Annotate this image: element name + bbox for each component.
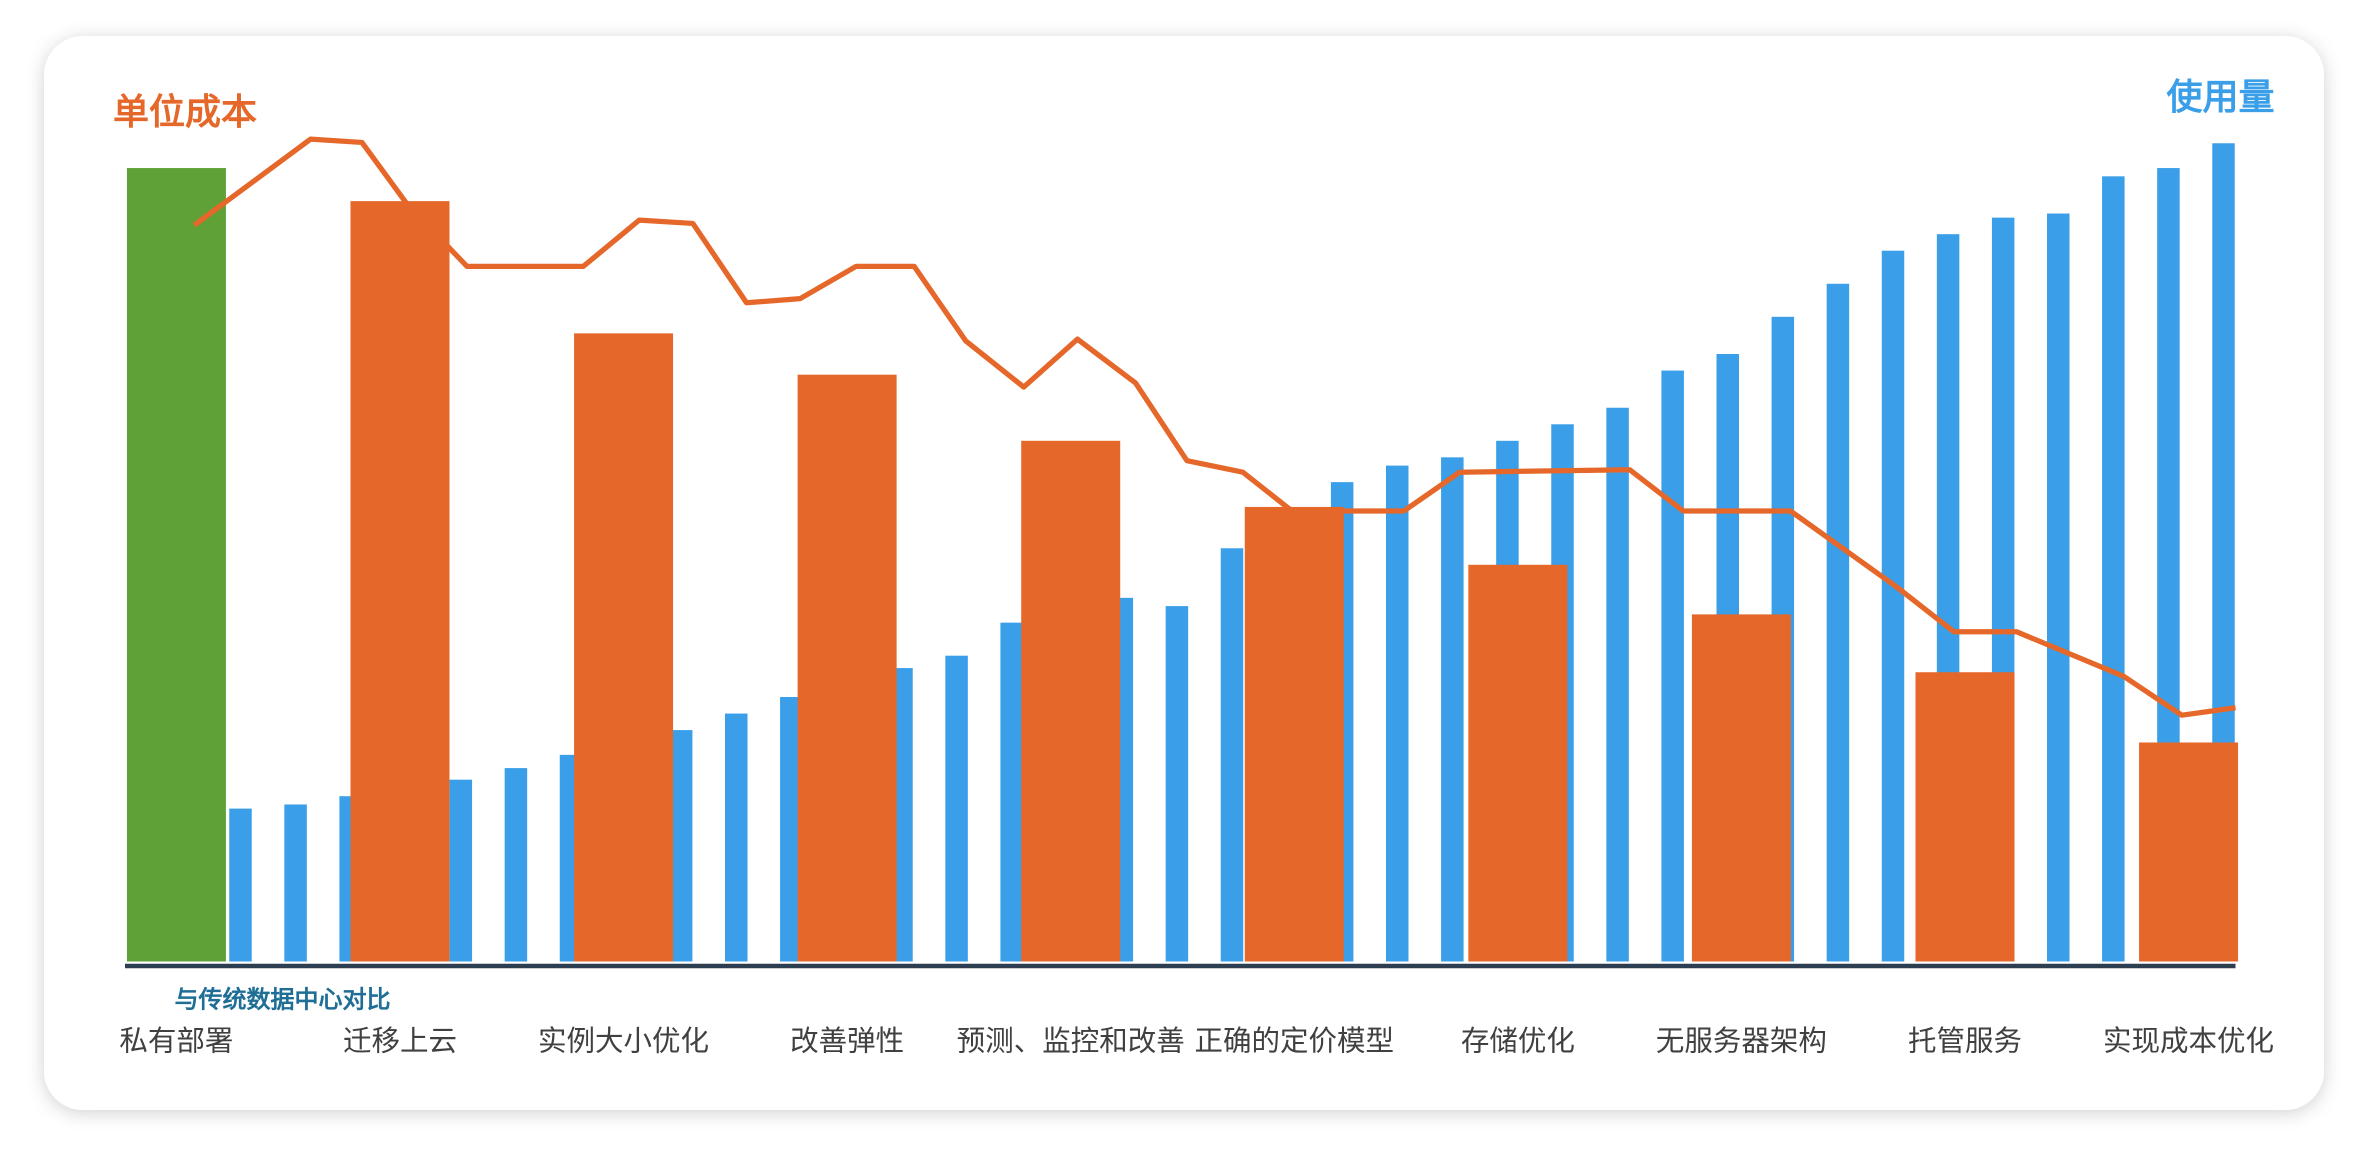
x-tick-label: 实例大小优化: [538, 1025, 709, 1058]
usage-bar: [1606, 407, 1629, 962]
cost-bar: [350, 201, 450, 962]
x-tick-label: 迁移上云: [343, 1025, 457, 1058]
cost-bar: [126, 168, 226, 962]
x-tick-label: 正确的定价模型: [1195, 1025, 1395, 1058]
right-label: 使用量: [2166, 77, 2274, 118]
x-tick-label: 私有部署: [119, 1025, 233, 1058]
usage-bar: [1661, 370, 1684, 962]
usage-bar: [1165, 606, 1189, 962]
usage-bar: [449, 779, 473, 962]
unit-cost-line: [192, 136, 2236, 718]
usage-bar: [780, 697, 803, 962]
usage-bar: [2102, 176, 2125, 962]
plot-area: [126, 136, 2239, 962]
usage-bar: [284, 804, 307, 962]
usage-bar: [945, 655, 968, 962]
usage-bar: [1220, 548, 1244, 962]
usage-bar: [229, 808, 252, 962]
x-tick-label: 改善弹性: [790, 1025, 904, 1058]
usage-bar: [2047, 213, 2070, 962]
usage-bar: [504, 768, 528, 962]
left-label: 单位成本: [113, 92, 257, 133]
x-tick-label: 存储优化: [1461, 1025, 1575, 1058]
cost-bar: [2139, 742, 2239, 962]
usage-bar: [1386, 465, 1409, 962]
usage-bar: [725, 713, 748, 962]
usage-bar: [669, 730, 693, 962]
x-tick-label: 无服务器架构: [1656, 1025, 1827, 1058]
cost-bar: [574, 333, 674, 962]
cost-bar: [1691, 614, 1791, 962]
cost-bar: [1244, 506, 1344, 962]
cost-bar: [1021, 440, 1121, 962]
x-tick-label: 托管服务: [1908, 1025, 2022, 1058]
usage-bar: [1000, 622, 1023, 962]
usage-bar: [1881, 250, 1905, 962]
x-tick-label: 实现成本优化: [2103, 1025, 2274, 1058]
usage-bar: [1826, 283, 1850, 962]
cost-bar: [1468, 564, 1568, 962]
x-tick-label: 预测、监控和改善: [957, 1025, 1185, 1058]
cost-bar: [1915, 672, 2015, 962]
note: 与传统数据中心对比: [175, 986, 391, 1014]
usage-bar: [1441, 457, 1464, 962]
cost-bar: [797, 374, 897, 962]
